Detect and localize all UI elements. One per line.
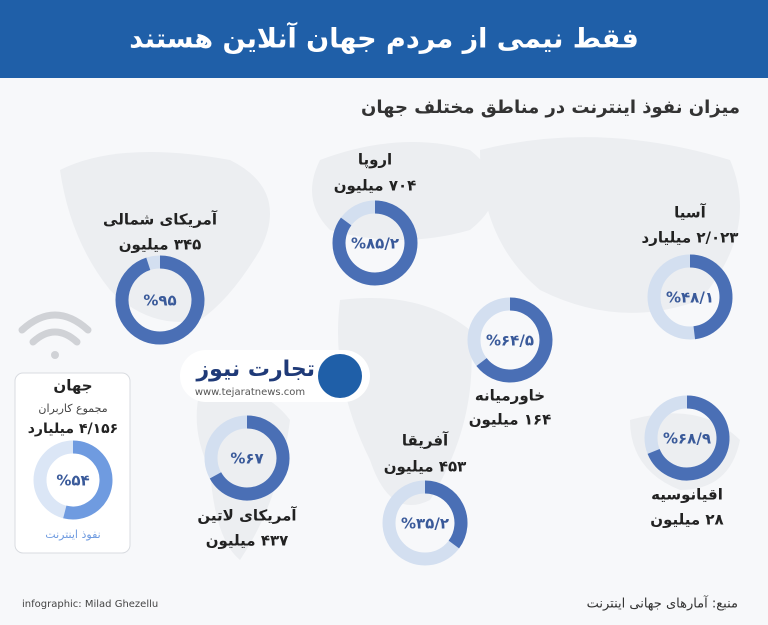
donut-arc bbox=[647, 395, 730, 481]
region-name: آمریکای شمالی bbox=[103, 211, 218, 229]
source: منبع: آمارهای جهانی اینترنت bbox=[587, 595, 738, 612]
donut-value: %۳۵/۲ bbox=[401, 515, 449, 533]
region-users: ۴۳۷ میلیون bbox=[206, 532, 289, 550]
wifi-icon bbox=[18, 311, 92, 359]
region-users: ۴/۱۵۶ میلیارد bbox=[28, 421, 118, 437]
region-users: ۲/۰۲۳ میلیارد bbox=[642, 229, 739, 247]
donut-value: %۹۵ bbox=[143, 292, 176, 310]
region-name: جهان bbox=[53, 377, 92, 395]
header-bar bbox=[0, 0, 768, 78]
region-users: ۳۴۵ میلیون bbox=[119, 236, 202, 254]
region-users: ۴۵۳ میلیون bbox=[384, 458, 467, 476]
donut-value: %۶۷ bbox=[230, 450, 263, 468]
title: فقط نیمی از مردم جهان آنلاین هستند bbox=[129, 22, 639, 55]
world-box bbox=[14, 372, 131, 554]
logo-url: www.tejaratnews.com bbox=[195, 387, 305, 398]
region-name: خاورمیانه bbox=[475, 387, 545, 405]
donut-arc bbox=[63, 440, 113, 520]
region-users: ۱۶۴ میلیون bbox=[469, 411, 552, 429]
donut-arc bbox=[476, 297, 553, 383]
logo: تجارت نیوز www.tejaratnews.com bbox=[180, 350, 370, 402]
credit: infographic: Milad Ghezellu bbox=[22, 599, 158, 610]
region-name: اقیانوسیه bbox=[651, 486, 723, 504]
region-name: آمریکای لاتین bbox=[197, 507, 297, 525]
logo-name: تجارت نیوز bbox=[195, 357, 315, 382]
donut-value: %۶۴/۵ bbox=[486, 332, 534, 350]
donut-arc bbox=[332, 200, 418, 286]
region-users: ۷۰۴ میلیون bbox=[334, 177, 417, 195]
donut-arc bbox=[689, 254, 733, 340]
donut-arc bbox=[209, 415, 290, 501]
donut-value: %۵۴ bbox=[56, 472, 89, 490]
region-name: آفریقا bbox=[402, 432, 449, 450]
donut-value: %۶۸/۹ bbox=[663, 430, 711, 448]
donut-value: %۸۵/۲ bbox=[351, 235, 399, 253]
donut-arc bbox=[115, 255, 205, 345]
donut-arc bbox=[424, 480, 468, 549]
region-caption: مجموع کاربران bbox=[38, 402, 107, 415]
region-name: اروپا bbox=[358, 151, 392, 170]
region-name: آسیا bbox=[674, 204, 707, 222]
value-caption: نفوذ اینترنت bbox=[45, 528, 100, 541]
subtitle: میزان نفوذ اینترنت در مناطق مختلف جهان bbox=[361, 97, 740, 118]
donut-value: %۴۸/۱ bbox=[666, 289, 714, 307]
logo-mark bbox=[318, 354, 362, 398]
region-users: ۲۸ میلیون bbox=[650, 511, 723, 529]
